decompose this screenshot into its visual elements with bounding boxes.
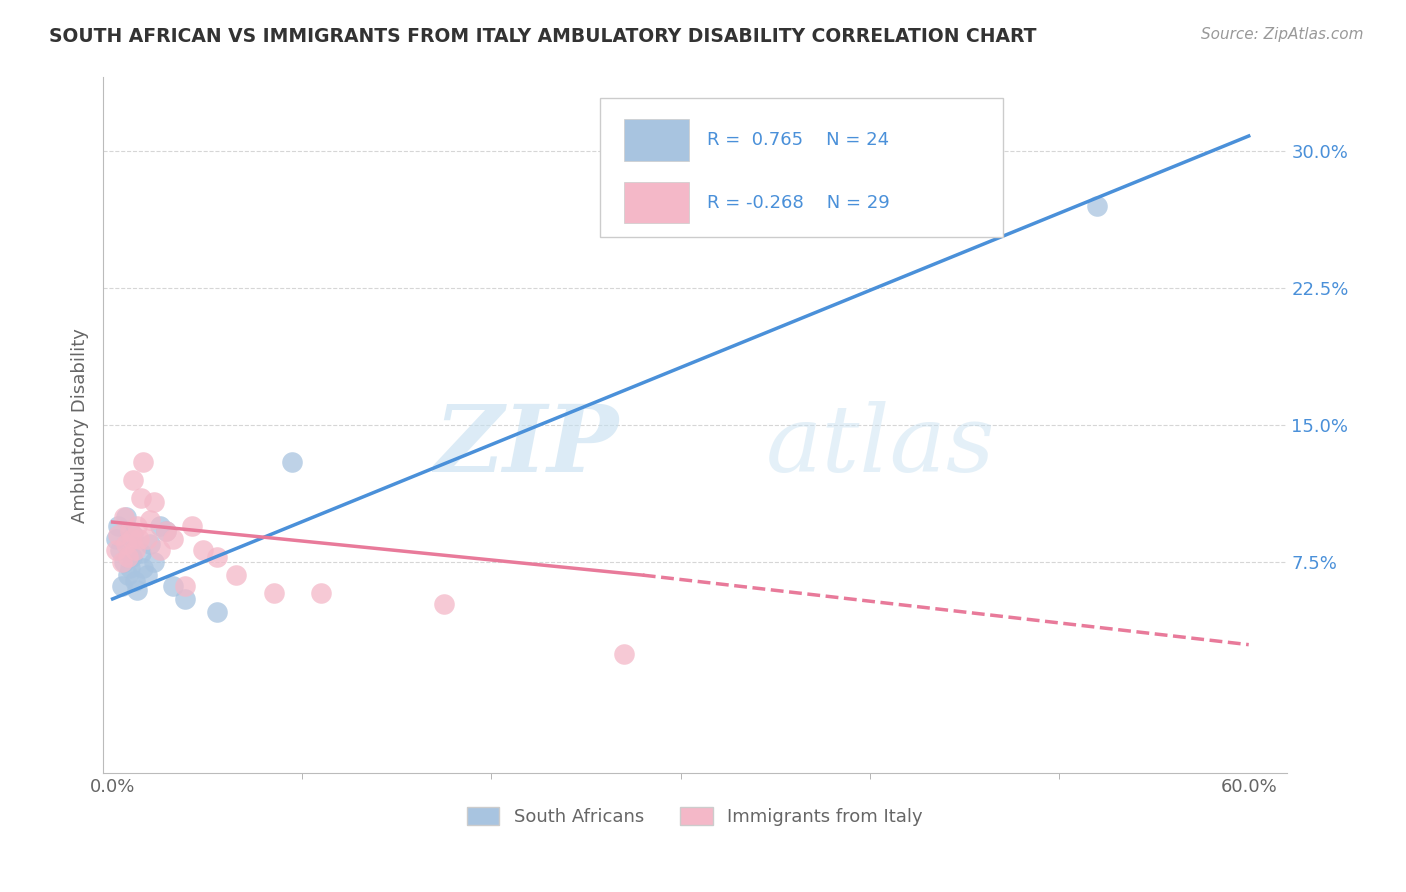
Point [205,549,228,564]
Point [135,532,157,546]
Point [115,509,138,524]
Point [205,605,228,619]
Point [107,528,129,542]
Point [118,524,141,539]
Point [193,542,215,557]
Point [122,473,145,487]
Point [124,542,146,557]
Point [127,518,149,533]
Point [118,561,141,575]
Point [117,549,139,564]
Point [129,491,152,506]
FancyBboxPatch shape [600,98,1002,237]
Point [105,532,128,546]
Point [132,561,155,575]
Y-axis label: Ambulatory Disability: Ambulatory Disability [72,327,89,523]
Text: R =  0.765    N = 24: R = 0.765 N = 24 [707,131,889,149]
Point [105,542,128,557]
Point [309,586,332,600]
Point [181,518,204,533]
Point [107,518,129,533]
Point [117,568,139,582]
Point [139,513,162,527]
Point [433,598,456,612]
Point [112,555,135,569]
Point [173,579,195,593]
Bar [624,182,689,224]
Legend: South Africans, Immigrants from Italy: South Africans, Immigrants from Italy [460,799,929,833]
Point [613,647,636,661]
Point [108,542,131,557]
Bar [624,120,689,161]
Point [281,455,304,469]
Point [173,591,195,606]
Point [155,524,177,539]
Point [122,528,145,542]
Point [155,524,177,539]
Text: ZIP: ZIP [433,401,617,491]
Point [135,568,157,582]
Point [115,537,138,551]
Point [111,579,134,593]
Point [127,582,149,597]
Point [149,518,172,533]
Point [263,586,285,600]
Point [139,537,162,551]
Text: SOUTH AFRICAN VS IMMIGRANTS FROM ITALY AMBULATORY DISABILITY CORRELATION CHART: SOUTH AFRICAN VS IMMIGRANTS FROM ITALY A… [49,27,1036,45]
Point [129,546,152,560]
Text: R = -0.268    N = 29: R = -0.268 N = 29 [707,194,890,211]
Point [121,549,143,564]
Point [149,542,172,557]
Text: Source: ZipAtlas.com: Source: ZipAtlas.com [1201,27,1364,42]
Point [143,555,166,569]
Point [121,532,143,546]
Point [112,509,135,524]
Point [124,574,146,588]
Text: atlas: atlas [766,401,995,491]
Point [143,495,166,509]
Point [128,532,150,546]
Point [111,555,134,569]
Point [132,455,155,469]
Point [162,532,184,546]
Point [225,568,247,582]
Point [162,579,184,593]
Point [1085,198,1108,212]
